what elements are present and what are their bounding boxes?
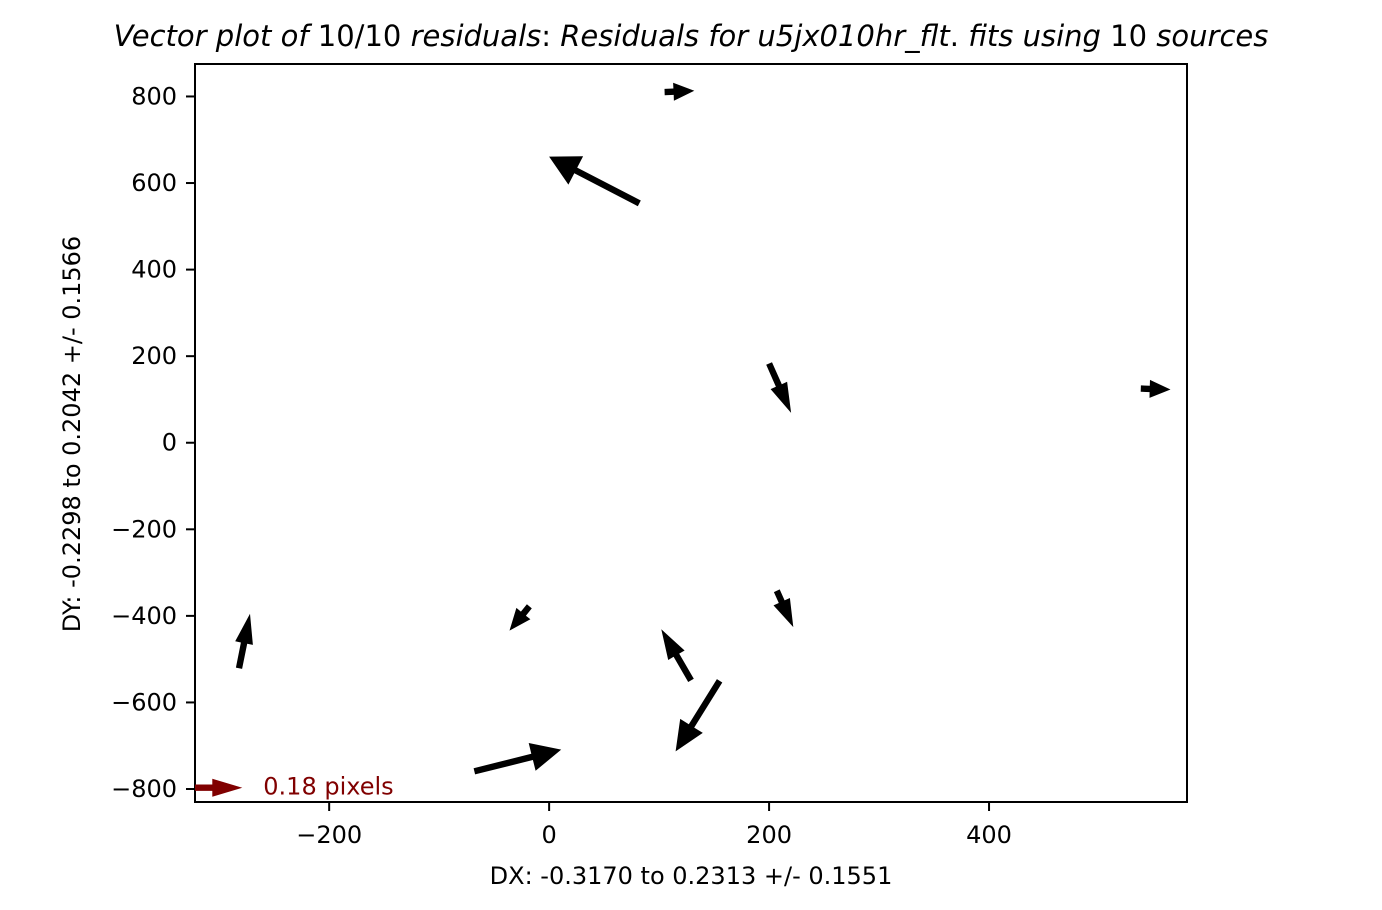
residual-vector-arrow [664,82,695,101]
residual-vector-arrow [661,629,694,682]
x-axis-label: DX: -0.3170 to 0.2313 +/- 0.1551 [490,862,893,890]
x-tick-label: 0 [541,821,556,849]
quiver-key-label: 0.18 pixels [263,773,393,801]
plot-area-frame [194,63,1188,803]
x-axis: −200 0 200 400 [296,802,1012,849]
y-axis-label: DY: -0.2298 to 0.2042 +/- 0.1566 [58,236,86,632]
y-tick-label: −600 [111,688,177,716]
residual-vector-arrow [235,613,253,669]
y-axis: −800 −600 −400 −200 0 200 400 600 800 [111,82,195,803]
chart-title-part: sources [1147,19,1268,53]
chart-title-part: Vector plot of [114,19,318,53]
residual-vector-arrow [773,589,794,628]
chart-title-part: residuals [401,19,541,53]
residual-vector-arrow [509,604,532,631]
y-tick-label: −200 [111,515,177,543]
vector-layer [235,82,1171,775]
x-tick-label: 400 [966,821,1012,849]
x-tick-label: −200 [296,821,362,849]
chart-title: Vector plot of 10/10 residuals: Residual… [114,19,1269,53]
y-tick-label: 800 [131,82,177,110]
y-tick-label: −400 [111,602,177,630]
y-tick-label: 400 [131,256,177,284]
y-tick-label: −800 [111,775,177,803]
chart-title-part: 10/10 [318,19,402,53]
residual-vector-arrow [766,362,792,413]
quiver-key-arrow [195,778,243,797]
chart-title-part: . [950,19,968,53]
y-tick-label: 200 [131,342,177,370]
residual-vector-arrow [1140,379,1171,398]
residual-vector-arrow [549,156,641,207]
residual-vector-arrow [675,679,723,752]
chart-title-part: fits using [968,19,1110,53]
residual-vector-arrow [473,743,562,775]
quiver-key: 0.18 pixels [195,773,394,801]
x-tick-label: 200 [746,821,792,849]
chart-title-part: : [541,19,560,53]
chart-title-part: 10 [1110,19,1147,53]
chart-title-part: Residuals for u5jx010hr_flt [560,19,951,53]
y-tick-label: 600 [131,169,177,197]
y-tick-label: 0 [162,429,177,457]
